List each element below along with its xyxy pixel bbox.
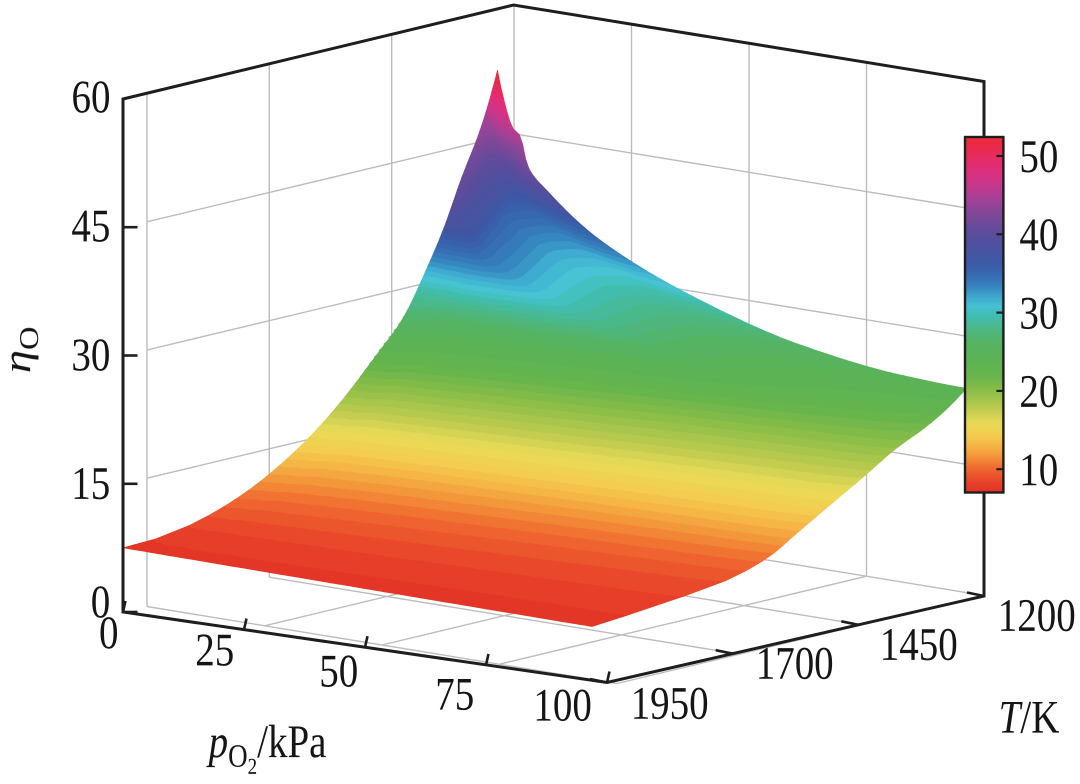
svg-text:1450: 1450 bbox=[880, 620, 958, 671]
svg-text:25: 25 bbox=[195, 625, 234, 676]
svg-text:40: 40 bbox=[1019, 210, 1058, 261]
svg-text:15: 15 bbox=[71, 459, 110, 510]
svg-text:1200: 1200 bbox=[998, 591, 1076, 642]
svg-text:30: 30 bbox=[1019, 288, 1058, 339]
svg-text:1950: 1950 bbox=[631, 679, 709, 730]
svg-text:50: 50 bbox=[1019, 132, 1058, 183]
svg-text:30: 30 bbox=[71, 330, 110, 381]
svg-text:60: 60 bbox=[71, 72, 110, 123]
svg-text:75: 75 bbox=[435, 669, 474, 720]
svg-text:T/K: T/K bbox=[999, 692, 1060, 743]
svg-text:ηO: ηO bbox=[0, 327, 44, 374]
svg-text:0: 0 bbox=[99, 608, 119, 659]
svg-text:pO2/kPa: pO2/kPa bbox=[206, 717, 327, 779]
svg-text:20: 20 bbox=[1019, 367, 1058, 418]
svg-text:45: 45 bbox=[71, 201, 110, 252]
svg-text:1700: 1700 bbox=[756, 639, 834, 690]
svg-text:0: 0 bbox=[91, 577, 111, 628]
svg-text:10: 10 bbox=[1019, 445, 1058, 496]
svg-text:100: 100 bbox=[533, 680, 592, 731]
svg-text:50: 50 bbox=[319, 646, 358, 697]
